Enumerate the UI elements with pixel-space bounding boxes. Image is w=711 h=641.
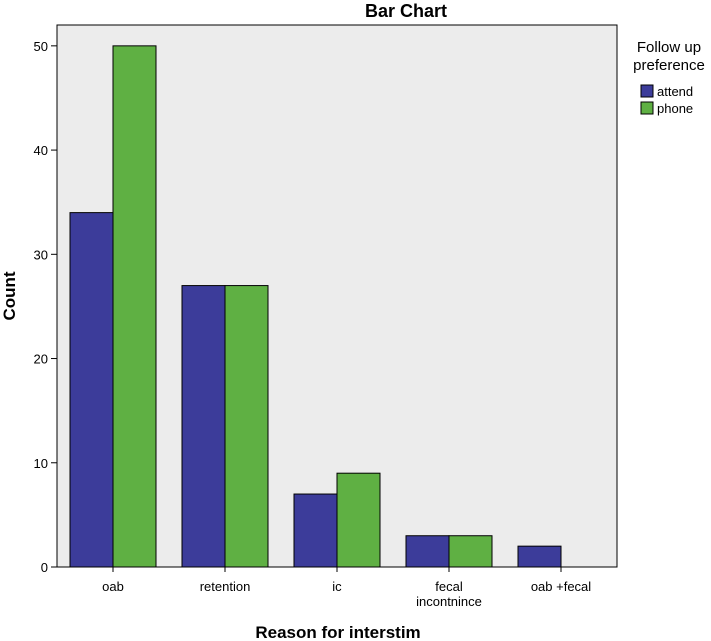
legend-swatch-attend	[640, 84, 654, 98]
chart-title: Bar Chart	[365, 1, 447, 21]
bar-attend	[69, 212, 114, 568]
bar-phone	[448, 535, 493, 568]
x-tick-label: ic	[332, 579, 342, 594]
legend-title: preference	[633, 57, 705, 74]
y-axis: 0 10 20 30 40 50	[34, 39, 57, 575]
bar-phone	[224, 285, 269, 568]
legend-title: Follow up	[637, 39, 701, 56]
x-tick-label: fecal incontnince	[416, 579, 482, 609]
bar-phone	[112, 45, 157, 568]
y-tick-label: 0	[41, 560, 48, 575]
y-tick-label: 20	[34, 352, 48, 367]
bar-attend	[181, 285, 226, 568]
y-tick-label: 30	[34, 247, 48, 262]
x-tick-label: oab +fecal	[531, 579, 591, 594]
y-axis-title: Count	[0, 271, 19, 320]
y-tick-label: 40	[34, 143, 48, 158]
y-tick-label: 50	[34, 39, 48, 54]
legend-label-phone: phone	[657, 101, 693, 116]
legend-label-attend: attend	[657, 84, 693, 99]
bar-attend	[517, 545, 562, 568]
bar-attend	[293, 493, 338, 568]
bar-phone	[336, 472, 381, 568]
bars	[69, 45, 562, 568]
legend-swatch-phone	[640, 101, 654, 115]
x-axis: oab retention ic fecal incontnince oab +fecal	[102, 567, 591, 609]
bar-attend	[405, 535, 450, 568]
x-tick-label: retention	[200, 579, 251, 594]
x-axis-title: Reason for interstim	[255, 623, 420, 641]
x-tick-label: oab	[102, 579, 124, 594]
y-tick-label: 10	[34, 456, 48, 471]
